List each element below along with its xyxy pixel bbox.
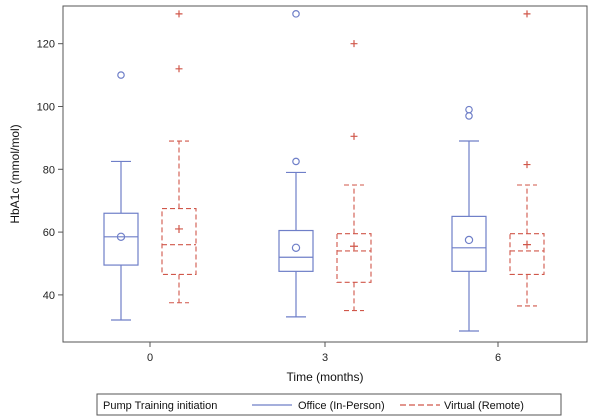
outlier-point	[350, 40, 358, 48]
legend-title: Pump Training initiation	[103, 400, 217, 412]
outlier-point	[292, 10, 300, 18]
box-office-month-0	[103, 71, 139, 321]
y-tick-label: 120	[37, 39, 55, 51]
mean-marker	[523, 240, 531, 249]
box-virtual-month-3	[336, 40, 372, 312]
interquartile-box	[103, 212, 139, 266]
y-tick-label: 40	[43, 290, 55, 302]
outlier-point	[175, 10, 183, 18]
legend-items: Office (In-Person) Virtual (Remote)	[252, 400, 524, 412]
outlier-point	[350, 132, 358, 140]
legend-label: Office (In-Person)	[298, 400, 385, 412]
outlier-point	[523, 10, 531, 18]
x-tick-label: 6	[495, 352, 501, 364]
y-axis: 40 60 80 100 120	[37, 39, 63, 302]
mean-marker	[291, 243, 301, 252]
legend-label: Virtual (Remote)	[444, 400, 524, 412]
interquartile-box	[451, 215, 487, 272]
y-tick-label: 80	[43, 164, 55, 176]
outlier-point	[523, 161, 531, 169]
interquartile-box	[161, 207, 197, 276]
interquartile-box	[336, 233, 372, 283]
outlier-point	[175, 65, 183, 73]
box-office-month-6	[451, 105, 487, 332]
interquartile-box	[278, 229, 314, 272]
y-axis-title: HbA1c (mmol/mol)	[8, 124, 22, 223]
box-office-month-3	[278, 10, 314, 318]
x-axis: 0 3 6	[147, 342, 501, 364]
y-tick-label: 100	[37, 101, 55, 113]
box-virtual-month-6	[509, 10, 545, 307]
outlier-point	[292, 157, 300, 166]
mean-marker	[464, 235, 474, 245]
outlier-point	[117, 71, 125, 79]
interquartile-box	[509, 233, 545, 276]
mean-marker	[350, 242, 358, 251]
box-series-group	[103, 10, 545, 332]
y-tick-label: 60	[43, 227, 55, 239]
box-virtual-month-0	[161, 10, 197, 304]
mean-marker	[175, 224, 183, 233]
x-axis-title: Time (months)	[287, 370, 364, 384]
x-tick-label: 0	[147, 352, 153, 364]
x-tick-label: 3	[322, 352, 328, 364]
legend-box	[96, 393, 562, 416]
outlier-point	[465, 105, 473, 114]
mean-marker	[116, 232, 126, 242]
